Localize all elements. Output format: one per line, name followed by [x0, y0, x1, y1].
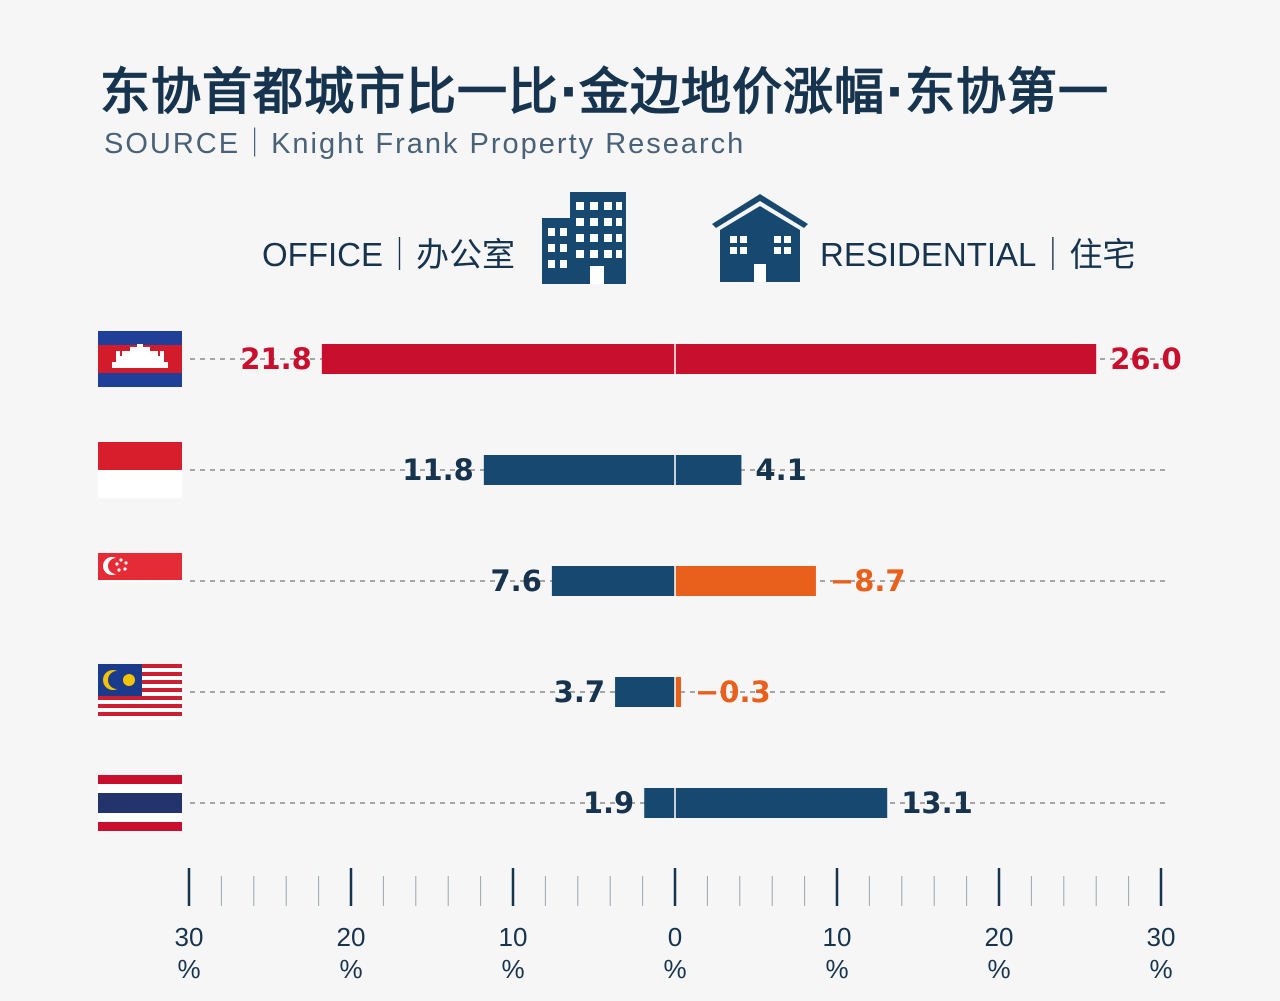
axis-unit-label: %	[177, 954, 200, 984]
bar-residential	[675, 566, 816, 596]
bar-residential	[675, 677, 681, 707]
bar-office	[644, 788, 675, 818]
axis-unit-label: %	[663, 954, 686, 984]
bar-residential	[675, 344, 1097, 374]
value-label-residential: 4.1	[755, 453, 806, 487]
indonesia-flag-icon	[98, 442, 182, 498]
bar-office	[483, 455, 675, 485]
value-label-residential: 13.1	[901, 786, 973, 820]
legend-office-label: OFFICE｜办公室	[262, 236, 515, 273]
house-icon	[712, 194, 808, 282]
office-building-icon	[542, 192, 626, 284]
value-label-office: 21.8	[240, 342, 312, 376]
legend-residential-label: RESIDENTIAL｜住宅	[820, 236, 1136, 273]
row-cambodia: 21.8 26.0	[190, 342, 1182, 376]
value-label-residential: −8.7	[830, 564, 906, 598]
row-thailand: 1.9 13.1	[190, 786, 1165, 820]
axis-tick-label: 0	[668, 922, 682, 952]
value-label-office: 3.7	[554, 675, 605, 709]
axis-unit-label: %	[825, 954, 848, 984]
axis-tick-label: 20	[337, 922, 366, 952]
bar-office	[615, 677, 675, 707]
row-indonesia: 11.8 4.1	[190, 453, 1165, 487]
axis-tick-label: 30	[175, 922, 204, 952]
row-singapore: 7.6 −8.7	[190, 564, 1165, 598]
value-label-residential: 26.0	[1110, 342, 1182, 376]
axis-unit-label: %	[987, 954, 1010, 984]
bar-residential	[675, 788, 888, 818]
source-line: SOURCE｜Knight Frank Property Research	[104, 128, 746, 160]
bar-office	[551, 566, 675, 596]
bar-residential	[675, 455, 742, 485]
malaysia-flag-icon	[98, 664, 182, 720]
value-label-office: 7.6	[491, 564, 542, 598]
value-label-office: 1.9	[583, 786, 634, 820]
axis-unit-label: %	[339, 954, 362, 984]
thailand-flag-icon	[98, 775, 182, 831]
value-label-residential: −0.3	[695, 675, 771, 709]
bar-office	[321, 344, 675, 374]
axis-tick-label: 30	[1147, 922, 1176, 952]
axis-unit-label: %	[501, 954, 524, 984]
cambodia-flag-icon	[98, 331, 182, 387]
axis-unit-label: %	[1149, 954, 1172, 984]
axis-tick-label: 20	[985, 922, 1014, 952]
axis-tick-label: 10	[823, 922, 852, 952]
axis-tick-label: 10	[499, 922, 528, 952]
singapore-flag-icon	[98, 553, 182, 582]
chart-title: 东协首都城市比一比·金边地价涨幅·东协第一	[100, 63, 1109, 121]
row-malaysia: 3.7 −0.3	[190, 675, 1165, 709]
value-label-office: 11.8	[402, 453, 474, 487]
